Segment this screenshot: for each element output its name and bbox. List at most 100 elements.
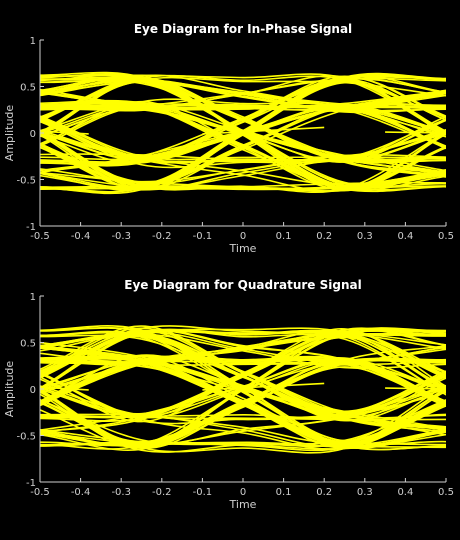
y-tick-label: -0.5 <box>16 176 36 187</box>
eye-trace <box>40 355 446 445</box>
y-tick-label: -1 <box>26 222 36 233</box>
x-tick-label: -0.3 <box>111 231 131 242</box>
eye-trace <box>40 399 446 445</box>
eye-trace <box>40 329 446 347</box>
eye-trace <box>40 130 89 135</box>
eye-trace <box>40 98 446 145</box>
eye-trace <box>40 76 446 120</box>
eye-trace <box>40 73 446 133</box>
eye-trace <box>40 333 446 413</box>
eye-trace <box>40 357 446 407</box>
eye-trace <box>385 387 446 390</box>
eye-trace <box>40 181 446 191</box>
eye-trace <box>40 89 446 111</box>
x-tick-label: -0.5 <box>30 487 50 498</box>
eye-trace <box>40 115 446 161</box>
eye-trace <box>40 385 446 421</box>
eye-trace <box>40 391 446 447</box>
chart-title: Eye Diagram for In-Phase Signal <box>134 22 352 36</box>
eye-trace <box>40 328 446 396</box>
eye-trace <box>40 409 446 453</box>
eye-trace <box>40 92 446 111</box>
eye-trace <box>40 79 446 163</box>
x-tick-label: 0 <box>240 487 246 498</box>
x-tick-label: 0.4 <box>397 487 413 498</box>
eye-trace <box>40 154 446 183</box>
x-tick-label: -0.5 <box>30 231 50 242</box>
eye-trace <box>40 366 446 451</box>
eye-trace <box>40 132 446 190</box>
eye-trace <box>40 119 446 164</box>
eye-trace <box>40 364 446 447</box>
y-tick-label: 1 <box>30 36 36 47</box>
eye-trace <box>40 332 446 422</box>
eye-trace <box>40 75 446 191</box>
eye-trace <box>40 118 446 169</box>
eye-trace <box>40 80 446 114</box>
eye-trace <box>40 104 446 164</box>
eye-trace <box>40 74 446 167</box>
eye-trace <box>40 185 446 191</box>
eye-traces <box>40 71 446 195</box>
eye-trace <box>40 171 446 190</box>
eye-trace <box>40 402 446 448</box>
y-tick-label: -1 <box>26 478 36 489</box>
eye-traces <box>40 325 446 454</box>
x-tick-label: 0.5 <box>438 487 454 498</box>
x-tick-label: 0.2 <box>316 231 332 242</box>
eye-trace <box>40 78 446 173</box>
eye-trace <box>40 331 446 375</box>
eye-trace <box>40 76 446 166</box>
eye-trace <box>40 328 446 374</box>
x-tick-label: -0.2 <box>152 487 172 498</box>
eye-trace <box>40 74 446 121</box>
y-tick-label: 0 <box>30 129 36 140</box>
eye-trace <box>40 402 446 444</box>
x-tick-label: -0.2 <box>152 231 172 242</box>
eye-trace <box>40 92 446 187</box>
y-tick-label: -0.5 <box>16 432 36 443</box>
eye-trace <box>40 78 446 149</box>
eye-trace <box>40 348 446 366</box>
eye-trace <box>40 331 446 417</box>
eye-trace <box>40 372 446 419</box>
chart-panel-1: Eye Diagram for In-Phase Signal -0.5 -0.4 -… <box>3 22 454 255</box>
x-axis-label: Time <box>229 498 257 511</box>
x-tick-label: 0.1 <box>276 231 292 242</box>
x-tick-label: -0.1 <box>193 231 213 242</box>
eye-trace <box>40 75 446 160</box>
eye-trace <box>40 354 446 406</box>
eye-trace <box>40 359 446 392</box>
x-tick-label: -0.4 <box>71 487 91 498</box>
y-tick-label: 1 <box>30 292 36 303</box>
y-axis-label: Amplitude <box>3 361 16 418</box>
eye-trace <box>40 156 446 191</box>
x-tick-label: 0.1 <box>276 487 292 498</box>
eye-trace <box>40 74 446 135</box>
eye-trace <box>40 328 446 396</box>
x-axis-label: Time <box>229 242 257 255</box>
eye-trace <box>40 355 446 444</box>
x-tick-label: 0 <box>240 231 246 242</box>
x-tick-label: 0.3 <box>357 487 373 498</box>
y-tick-label: 0 <box>30 385 36 396</box>
x-tick-label: -0.4 <box>71 231 91 242</box>
eye-trace <box>40 387 446 454</box>
eye-trace <box>202 126 325 135</box>
x-tick-label: 0.4 <box>397 231 413 242</box>
eye-trace <box>40 346 446 445</box>
eye-trace <box>40 105 446 110</box>
chart-panel-2: Eye Diagram for Quadrature Signal -0.5 -0.… <box>3 278 454 511</box>
eye-trace <box>40 347 446 414</box>
eye-trace <box>40 92 446 109</box>
x-tick-label: -0.1 <box>193 487 213 498</box>
chart-title: Eye Diagram for Quadrature Signal <box>124 278 361 292</box>
x-tick-label: 0.2 <box>316 487 332 498</box>
eye-trace <box>40 79 446 118</box>
eye-trace <box>202 382 325 391</box>
eye-trace <box>385 131 446 134</box>
eye-trace <box>40 102 446 190</box>
eye-trace <box>40 120 446 176</box>
y-axis-label: Amplitude <box>3 105 16 162</box>
